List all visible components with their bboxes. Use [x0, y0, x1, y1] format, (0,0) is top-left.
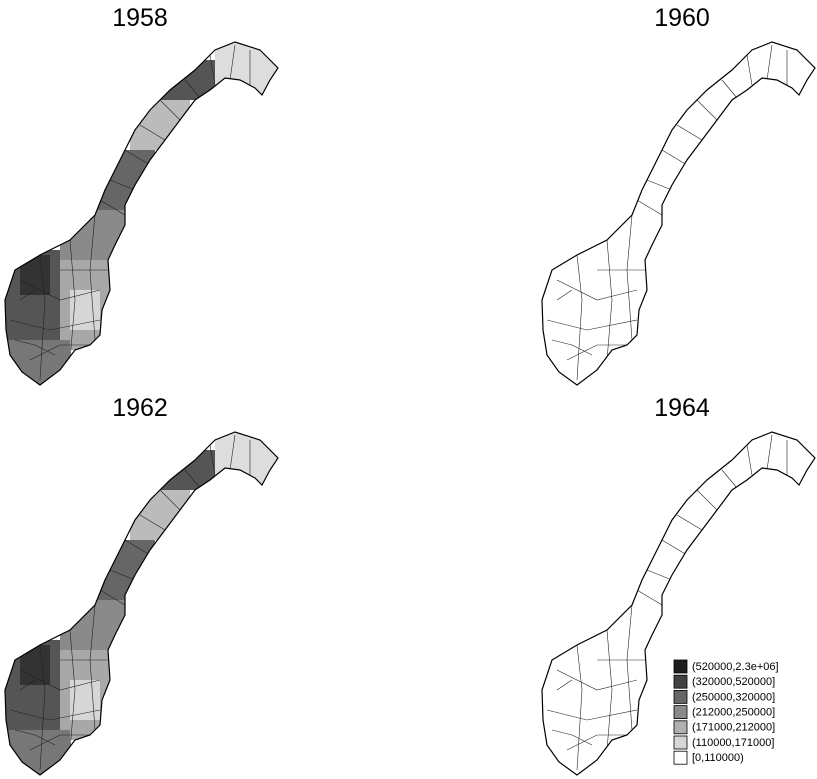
panel-title: 1964 [654, 394, 710, 422]
map [541, 41, 816, 386]
map [4, 431, 279, 776]
legend-label: (320000,520000] [692, 676, 775, 688]
legend-swatch [673, 720, 688, 735]
legend-label: (110000,171000] [692, 737, 774, 749]
legend-swatch [673, 735, 688, 750]
legend: (520000,2.3e+06] (320000,520000] (250000,3… [673, 659, 779, 765]
legend-swatch [673, 674, 688, 689]
legend-label: (250000,320000] [692, 691, 775, 703]
panel-title: 1960 [654, 4, 710, 32]
legend-swatch [673, 750, 688, 765]
legend-swatch [673, 690, 688, 704]
map [4, 41, 279, 386]
panel-title: 1958 [112, 4, 168, 32]
legend-label: (171000,212000] [692, 722, 775, 734]
legend-label: (520000,2.3e+06] [692, 661, 779, 673]
legend-label: (212000,250000] [692, 707, 775, 719]
legend-swatch [673, 705, 688, 719]
legend-swatch [673, 659, 688, 674]
panel-title: 1962 [112, 394, 168, 422]
legend-label: [0,110000) [692, 752, 744, 764]
